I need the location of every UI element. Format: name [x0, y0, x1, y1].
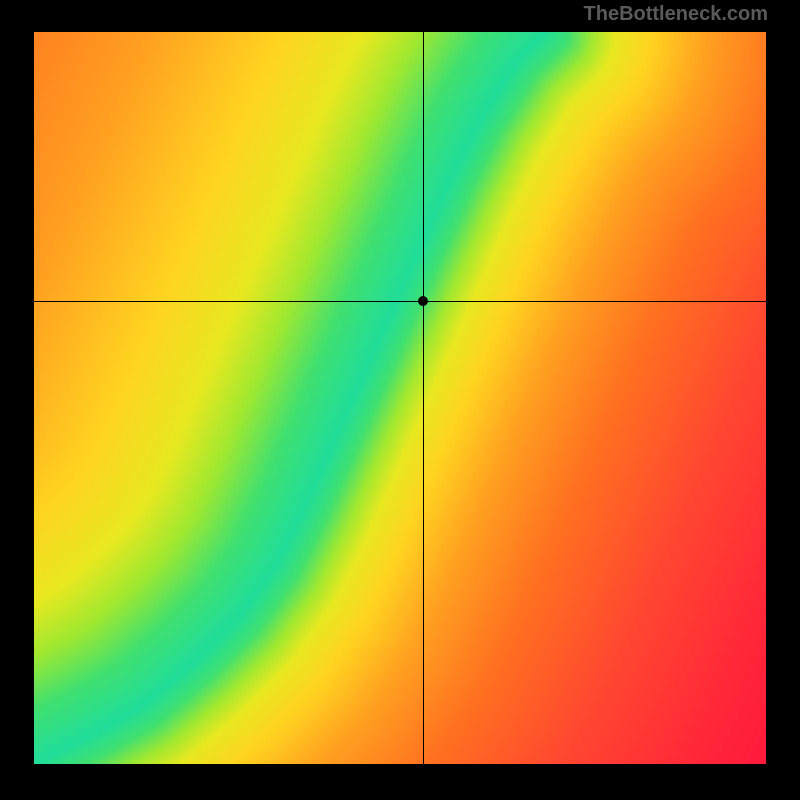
chart-container: { "watermark": "TheBottleneck.com", "cha…: [0, 0, 800, 800]
chart-outer-frame: [0, 0, 800, 800]
crosshair-marker: [418, 296, 428, 306]
watermark-text: TheBottleneck.com: [584, 3, 768, 26]
heatmap-canvas: [34, 32, 766, 764]
crosshair-horizontal: [34, 301, 766, 302]
crosshair-vertical: [423, 32, 424, 764]
heatmap-plot-area: [34, 32, 766, 764]
